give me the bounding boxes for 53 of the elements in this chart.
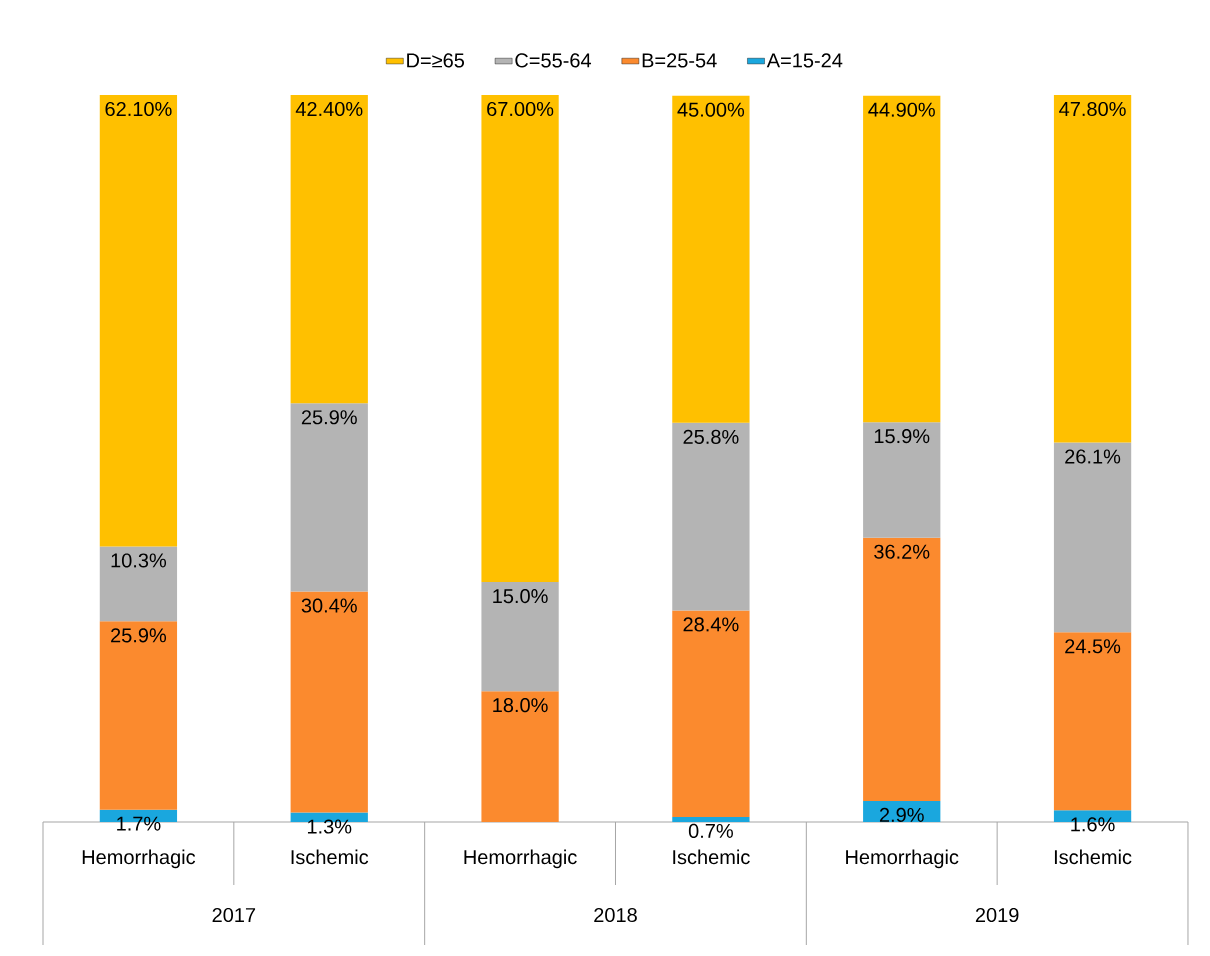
bar [1053, 632, 1132, 811]
data-label: 25.8% [683, 429, 739, 444]
data-label: 30.4% [301, 598, 357, 613]
text: 2018 [594, 907, 637, 923]
bar [672, 816, 750, 822]
bar [481, 691, 559, 822]
bar [1053, 442, 1132, 633]
x-tick-label: Hemorrhagic [82, 849, 196, 869]
data-label: 1.3% [307, 819, 352, 834]
bar [99, 621, 178, 810]
data-label: 47.80% [1059, 101, 1126, 117]
legend-label: C=55-64 [515, 53, 592, 68]
bar [481, 95, 559, 583]
data-label: 18.0% [493, 698, 548, 713]
legend-label: B=25-54 [642, 53, 717, 68]
data-label: 25.9% [301, 410, 357, 425]
data-label: 10.3% [111, 553, 167, 568]
data-label: 36.2% [874, 544, 930, 559]
bar [481, 582, 559, 692]
data-label: 45.00% [677, 102, 745, 117]
data-label: 25.9% [111, 628, 167, 643]
bar [863, 537, 941, 801]
bar [99, 546, 178, 622]
bar [1053, 95, 1132, 443]
legend-label: A=15-24 [766, 53, 843, 68]
data-label: 44.90% [868, 102, 935, 117]
data-label: 67.00% [487, 101, 554, 117]
data-label: 42.40% [295, 101, 363, 117]
data-label: 15.0% [493, 589, 548, 604]
bar [863, 95, 941, 423]
bar [290, 95, 368, 404]
data-label: 62.10% [105, 101, 172, 117]
bar [863, 422, 941, 538]
bar [672, 95, 750, 423]
bar [99, 95, 178, 547]
text: 2017 [212, 907, 256, 923]
data-label: 26.1% [1065, 449, 1121, 464]
x-tick-label: Ischemic [1054, 849, 1132, 865]
bar [290, 403, 368, 592]
data-label: 0.7% [688, 823, 733, 838]
x-tick-label: Ischemic [673, 849, 750, 865]
data-label: 2.9% [879, 807, 924, 822]
legend-label: D=≥65 [407, 53, 465, 68]
bar [290, 591, 368, 813]
bar [672, 422, 750, 611]
x-tick-label: Hemorrhagic [464, 849, 577, 869]
x-tick-label: Hemorrhagic [846, 849, 959, 869]
data-label: 28.4% [683, 617, 739, 632]
data-label: 24.5% [1065, 639, 1121, 654]
data-label: 15.9% [874, 429, 930, 444]
x-tick-label: Ischemic [291, 849, 369, 865]
text: 2019 [975, 907, 1019, 923]
bar [672, 610, 750, 817]
